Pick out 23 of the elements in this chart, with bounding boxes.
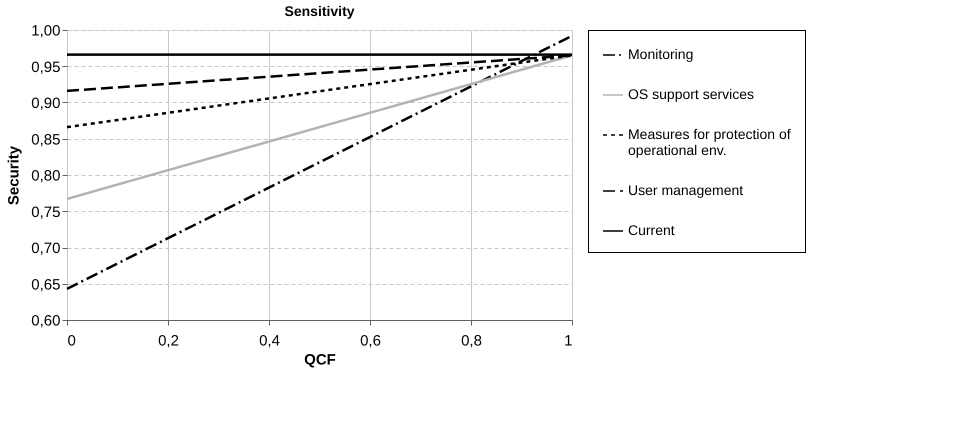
legend-label: User management: [628, 182, 744, 198]
y-tick-label: 0,75: [31, 204, 60, 221]
x-tick-label: 1: [564, 332, 572, 350]
y-tick-label: 0,60: [31, 312, 60, 330]
y-tick-label: 0,95: [31, 58, 60, 76]
y-tick-label: 1,00: [31, 22, 60, 40]
legend-label: Measures for protection of operational env.: [628, 126, 791, 158]
y-tick-label: 0,80: [31, 168, 60, 184]
legend-label: Current: [628, 222, 675, 238]
y-tick-label: 0,65: [31, 276, 60, 294]
legend-label: OS support services: [628, 86, 754, 102]
chart-title: Sensitivity: [284, 3, 355, 19]
x-tick-label: 0: [68, 332, 76, 350]
x-tick-label: 0,2: [158, 332, 179, 350]
x-tick-label: 0,6: [360, 332, 381, 350]
x-tick-label: 0,8: [461, 332, 482, 350]
y-tick-label: 0,90: [31, 95, 60, 112]
legend-label: Monitoring: [628, 46, 694, 62]
x-tick-label: 0,4: [259, 332, 280, 350]
y-axis-title: Security: [5, 145, 22, 206]
x-axis-title: QCF: [304, 352, 336, 368]
y-tick-label: 0,85: [31, 131, 60, 148]
y-tick-label: 0,70: [31, 240, 60, 257]
